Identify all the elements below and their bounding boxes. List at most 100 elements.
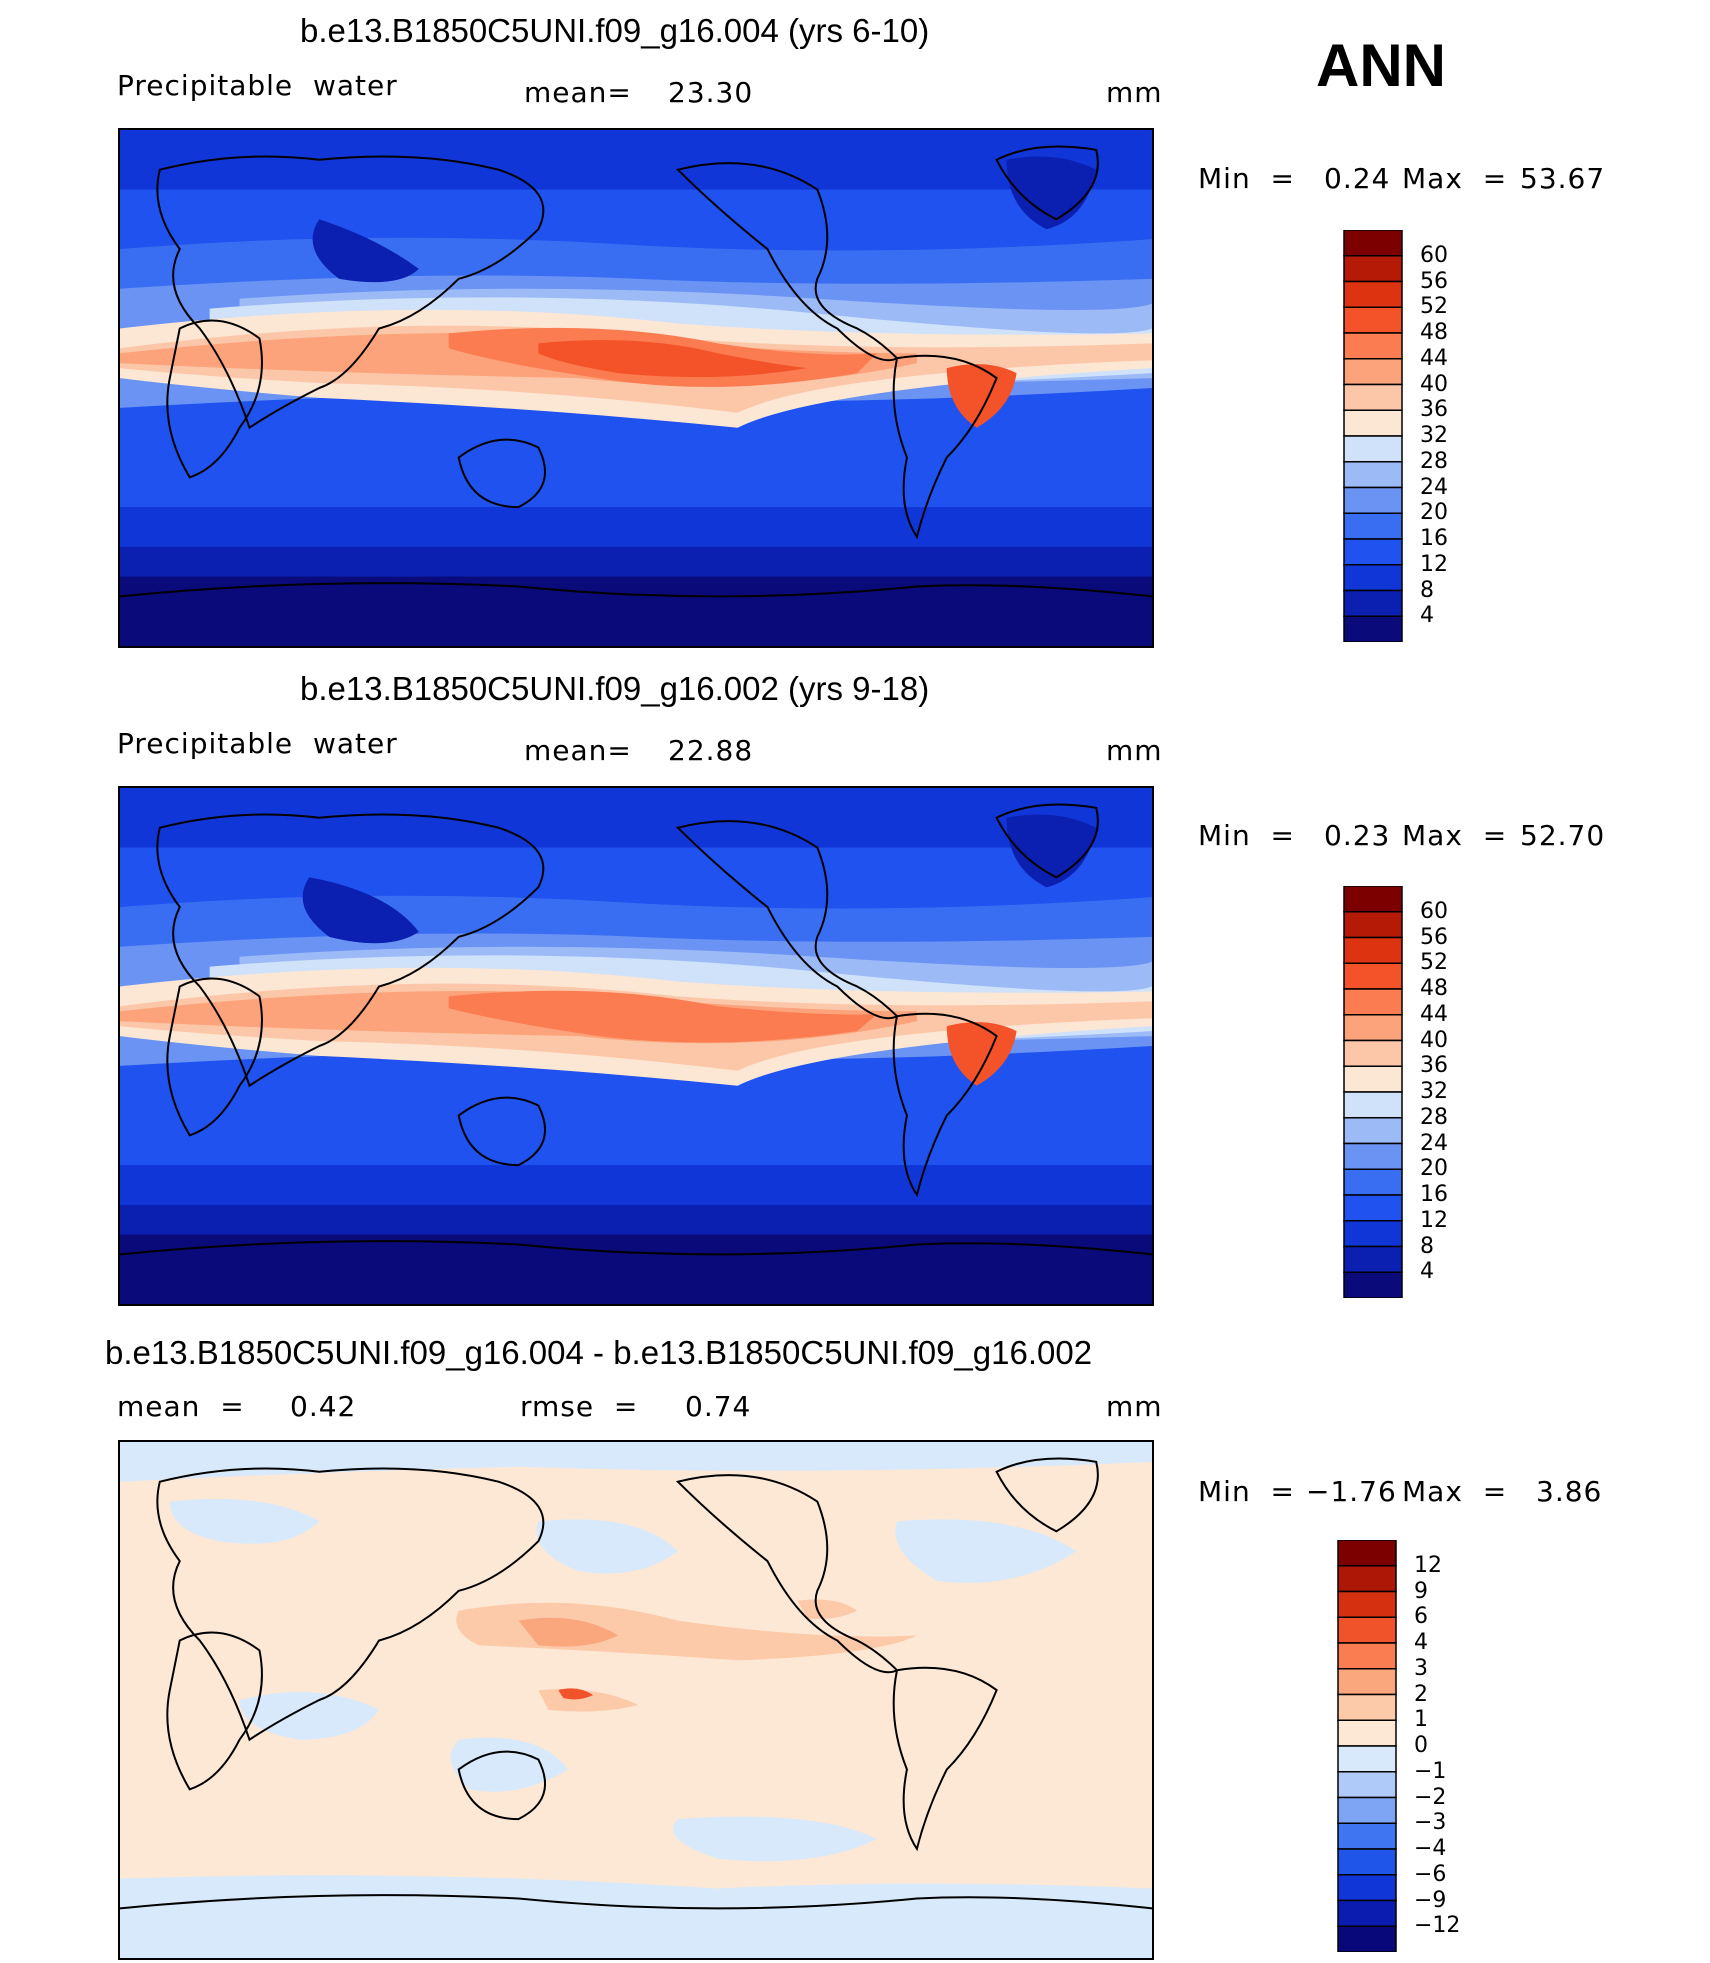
colorbar-swatch: [1343, 911, 1403, 939]
colorbar-tick-label: 56: [1420, 924, 1448, 950]
panel1-colorbar-swatches: [1343, 230, 1403, 642]
colorbar-tick-label: 20: [1420, 500, 1448, 526]
colorbar-tick-label: 60: [1420, 898, 1448, 924]
colorbar-tick-label: 32: [1420, 423, 1448, 448]
colorbar-tick-label: 60: [1420, 242, 1448, 268]
colorbar-swatch: [1343, 1039, 1403, 1067]
colorbar-swatch: [1337, 1565, 1397, 1593]
colorbar-swatch: [1343, 358, 1403, 386]
colorbar-swatch: [1337, 1693, 1397, 1721]
panel3-rmse-label: rmse =: [520, 1390, 639, 1423]
colorbar-swatch: [1337, 1745, 1397, 1773]
colorbar-swatch: [1343, 1194, 1403, 1222]
colorbar-swatch: [1337, 1874, 1397, 1902]
panel1-map: [118, 128, 1154, 648]
panel2-colorbar: [1343, 886, 1403, 1298]
colorbar-swatch: [1337, 1668, 1397, 1696]
colorbar-tick-label: 20: [1420, 1156, 1448, 1182]
colorbar-tick-label: 1: [1414, 1707, 1428, 1733]
panel2-units: mm: [1106, 734, 1163, 767]
colorbar-swatch: [1343, 988, 1403, 1016]
panel3-max-value: 3.86: [1536, 1475, 1603, 1508]
colorbar-tick-label: 9: [1414, 1578, 1428, 1604]
panel1-min-value: 0.24: [1324, 162, 1391, 195]
colorbar-tick-label: 16: [1420, 526, 1448, 551]
colorbar-tick-label: 36: [1420, 1053, 1448, 1079]
colorbar-swatch: [1343, 1168, 1403, 1196]
panel3-mean-label: mean =: [117, 1390, 245, 1423]
panel2-title: b.e13.B1850C5UNI.f09_g16.002 (yrs 9-18): [300, 670, 930, 707]
colorbar-tick-label: 28: [1420, 448, 1448, 474]
panel2-min-value: 0.23: [1324, 819, 1391, 852]
colorbar-tick-label: −9: [1414, 1887, 1447, 1913]
panel1-units: mm: [1106, 76, 1163, 109]
colorbar-tick-label: 12: [1420, 551, 1448, 577]
colorbar-swatch: [1337, 1540, 1397, 1567]
colorbar-tick-label: 4: [1420, 603, 1434, 629]
colorbar-tick-label: −1: [1414, 1758, 1447, 1784]
colorbar-swatch: [1337, 1771, 1397, 1799]
colorbar-swatch: [1337, 1848, 1397, 1876]
colorbar-tick-label: 48: [1420, 976, 1448, 1001]
colorbar-swatch: [1343, 564, 1403, 592]
colorbar-swatch: [1337, 1822, 1397, 1850]
colorbar-tick-label: 3: [1414, 1655, 1428, 1681]
colorbar-swatch: [1343, 589, 1403, 617]
panel3-map: [118, 1440, 1154, 1960]
colorbar-tick-label: 44: [1420, 345, 1448, 371]
colorbar-tick-label: 4: [1414, 1630, 1428, 1655]
colorbar-tick-label: 12: [1414, 1552, 1442, 1578]
colorbar-swatch: [1343, 255, 1403, 283]
colorbar-swatch: [1343, 409, 1403, 437]
colorbar-swatch: [1337, 1796, 1397, 1824]
panel1-variable-label: Precipitable water: [117, 69, 398, 102]
colorbar-swatch: [1343, 486, 1403, 514]
colorbar-tick-label: −3: [1414, 1810, 1447, 1836]
colorbar-tick-label: 56: [1420, 268, 1448, 294]
colorbar-swatch: [1343, 512, 1403, 540]
colorbar-tick-label: 8: [1420, 577, 1434, 603]
colorbar-swatch: [1343, 886, 1403, 913]
panel1-max-label: Max =: [1402, 162, 1508, 195]
panel2-max-label: Max =: [1402, 819, 1508, 852]
colorbar-tick-label: 32: [1420, 1079, 1448, 1104]
colorbar-swatch: [1343, 1117, 1403, 1145]
colorbar-tick-label: 24: [1420, 1130, 1448, 1156]
panel2-map: [118, 786, 1154, 1306]
colorbar-swatch: [1343, 230, 1403, 257]
colorbar-tick-label: −4: [1414, 1836, 1447, 1861]
colorbar-tick-label: 28: [1420, 1104, 1448, 1130]
colorbar-tick-label: −6: [1414, 1861, 1447, 1887]
panel2-colorbar-swatches: [1343, 886, 1403, 1298]
colorbar-swatch: [1343, 1271, 1403, 1298]
colorbar-swatch: [1343, 1245, 1403, 1273]
panel2-mean-value: 22.88: [668, 734, 754, 767]
colorbar-tick-label: 2: [1414, 1681, 1428, 1707]
panel3-min-value: −1.76: [1306, 1475, 1397, 1508]
colorbar-swatch: [1337, 1719, 1397, 1747]
colorbar-tick-label: −2: [1414, 1784, 1447, 1810]
colorbar-tick-label: 44: [1420, 1001, 1448, 1027]
colorbar-tick-label: 52: [1420, 950, 1448, 976]
panel3-colorbar: [1337, 1540, 1397, 1952]
colorbar-swatch: [1337, 1899, 1397, 1927]
panel2-mean-label: mean=: [524, 734, 632, 767]
panel3-title: b.e13.B1850C5UNI.f09_g16.004 - b.e13.B18…: [105, 1334, 1093, 1371]
colorbar-tick-label: 4: [1420, 1259, 1434, 1285]
panel3-rmse-value: 0.74: [685, 1390, 752, 1423]
panel2-variable-label: Precipitable water: [117, 727, 398, 760]
colorbar-swatch: [1343, 615, 1403, 642]
colorbar-swatch: [1337, 1590, 1397, 1618]
panel3-max-label: Max =: [1402, 1475, 1508, 1508]
colorbar-swatch: [1343, 1220, 1403, 1248]
panel3-mean-value: 0.42: [290, 1390, 357, 1423]
panel2-max-value: 52.70: [1520, 819, 1606, 852]
colorbar-swatch: [1337, 1642, 1397, 1670]
colorbar-swatch: [1343, 461, 1403, 489]
panel1-title: b.e13.B1850C5UNI.f09_g16.004 (yrs 6-10): [300, 12, 930, 49]
colorbar-swatch: [1343, 962, 1403, 990]
panel1-mean-label: mean=: [524, 76, 632, 109]
colorbar-swatch: [1343, 435, 1403, 463]
panel1-colorbar: [1343, 230, 1403, 642]
colorbar-tick-label: 40: [1420, 371, 1448, 397]
